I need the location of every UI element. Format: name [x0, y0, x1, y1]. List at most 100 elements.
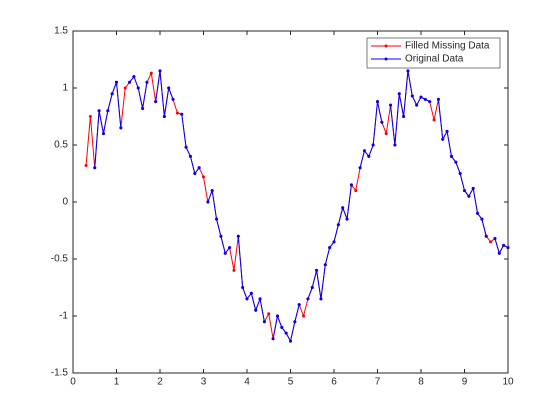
data-point: [180, 112, 184, 116]
axes-frame: [72, 30, 509, 374]
data-point: [119, 126, 123, 130]
data-point: [362, 149, 366, 153]
legend: Filled Missing Data Original Data: [366, 37, 501, 69]
x-tick-label: 4: [244, 377, 250, 388]
data-point: [449, 154, 453, 158]
data-point: [319, 297, 323, 301]
data-point: [445, 129, 449, 133]
data-point: [84, 164, 88, 168]
data-point: [302, 314, 306, 318]
data-point: [162, 115, 166, 118]
data-point: [145, 80, 149, 84]
x-tick-label: 0: [70, 377, 76, 388]
data-point: [154, 100, 158, 104]
data-point: [441, 137, 445, 141]
y-tick-label: 1: [62, 83, 68, 94]
data-point: [467, 194, 471, 198]
data-point: [358, 166, 362, 170]
data-point: [306, 297, 310, 301]
data-point: [432, 118, 436, 122]
data-point: [93, 166, 97, 170]
x-tick-label: 2: [157, 377, 163, 388]
legend-marker: [384, 44, 388, 48]
data-point: [293, 320, 297, 324]
x-tick-label: 7: [375, 377, 381, 388]
data-point: [158, 69, 162, 73]
y-tick-label: -0.5: [51, 254, 69, 265]
data-point: [249, 291, 253, 295]
data-point: [323, 263, 327, 267]
data-point: [371, 143, 375, 147]
data-point: [471, 186, 475, 190]
data-point: [128, 80, 132, 84]
data-point: [267, 312, 271, 316]
data-point: [149, 71, 153, 75]
data-point: [310, 286, 314, 289]
data-point: [380, 120, 384, 124]
x-tick-label: 3: [201, 377, 207, 388]
data-point: [397, 92, 401, 96]
data-point: [254, 308, 258, 312]
data-point: [345, 217, 349, 221]
data-point: [197, 166, 201, 170]
data-point: [463, 189, 466, 193]
data-point: [88, 115, 92, 118]
y-tick-label: 1.5: [54, 26, 68, 37]
data-point: [280, 325, 284, 329]
data-point: [484, 234, 488, 238]
data-point: [202, 175, 205, 179]
data-point: [393, 143, 397, 147]
legend-marker: [384, 57, 388, 61]
data-point: [171, 97, 175, 101]
data-point: [136, 86, 140, 90]
data-point: [175, 111, 179, 115]
y-tick-label: -1.5: [51, 368, 69, 379]
data-point: [497, 251, 501, 255]
data-point: [389, 103, 393, 107]
data-point: [493, 236, 497, 240]
data-point: [297, 303, 301, 307]
data-point: [341, 206, 345, 210]
data-point: [458, 172, 462, 175]
data-point: [476, 211, 480, 215]
data-point: [384, 132, 388, 136]
data-point: [480, 217, 484, 221]
x-tick-label: 1: [114, 377, 120, 388]
legend-box: [366, 37, 501, 69]
data-point: [436, 97, 440, 101]
data-point: [141, 107, 145, 111]
data-point: [376, 100, 379, 104]
x-tick-label: 10: [502, 377, 514, 388]
data-point: [188, 154, 192, 158]
data-point: [271, 337, 275, 341]
data-point: [228, 246, 232, 250]
data-point: [184, 145, 188, 149]
data-point: [262, 320, 266, 324]
data-point: [210, 189, 214, 193]
x-tick-label: 9: [462, 377, 468, 388]
data-point: [423, 97, 427, 101]
data-point: [402, 115, 406, 118]
data-point: [219, 234, 223, 238]
data-point: [275, 314, 279, 318]
legend-label: Filled Missing Data: [405, 41, 490, 52]
data-point: [332, 240, 336, 244]
data-point: [223, 251, 227, 255]
data-point: [489, 240, 493, 244]
y-tick-label: -1: [59, 311, 68, 322]
x-tick-label: 6: [331, 377, 337, 388]
data-point: [284, 331, 288, 335]
data-point: [236, 234, 240, 238]
data-point: [349, 183, 353, 187]
data-point: [289, 339, 292, 343]
data-point: [502, 243, 506, 247]
data-point: [241, 286, 245, 289]
data-point: [123, 86, 127, 90]
data-point: [410, 94, 414, 98]
data-point: [245, 297, 249, 301]
data-point: [354, 189, 358, 193]
data-point: [167, 86, 171, 90]
data-point: [336, 223, 340, 227]
data-point: [415, 103, 419, 107]
